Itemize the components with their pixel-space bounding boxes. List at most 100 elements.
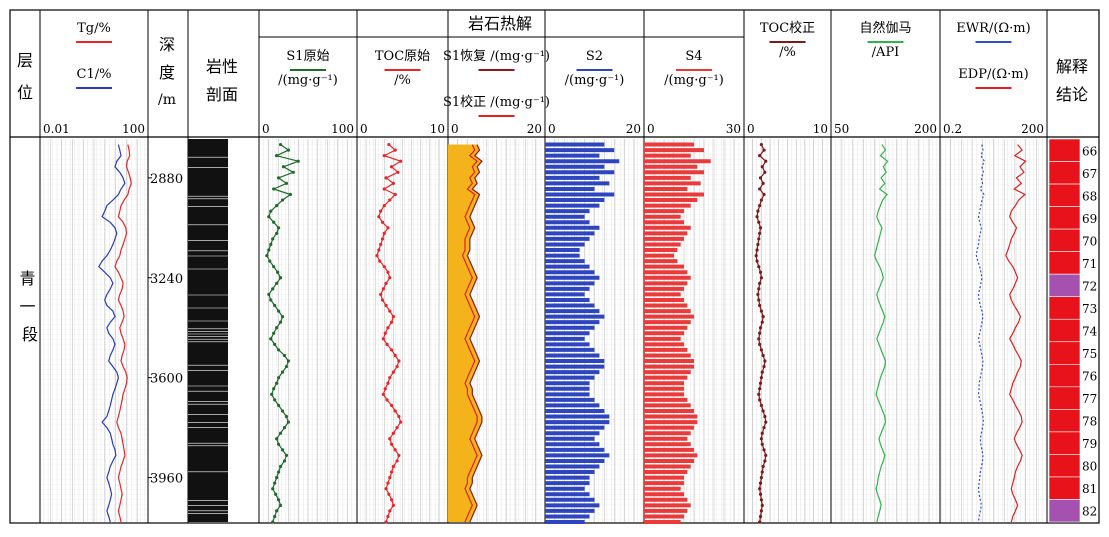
pyrolysis-group-title: 岩石热解	[468, 14, 532, 33]
point-TOC原始	[379, 209, 383, 213]
layer-number: 70	[1082, 234, 1097, 248]
layer-block	[1048, 386, 1081, 410]
point-S1原始	[276, 270, 280, 274]
point-TOC校正	[758, 492, 763, 496]
point-TOC校正	[758, 381, 763, 385]
point-S1原始	[278, 503, 283, 507]
track-tocc-label-2: /%	[779, 45, 796, 60]
formation-label: 青 一 段	[19, 269, 40, 344]
header-layer: 层 位	[17, 51, 33, 102]
layer-number: 79	[1082, 437, 1097, 451]
point-TOC校正	[758, 154, 762, 158]
layer-block	[1048, 183, 1081, 207]
point-TOC校正	[755, 259, 759, 263]
point-TOC校正	[758, 481, 763, 485]
layer-block	[1048, 138, 1081, 162]
point-TOC校正	[763, 170, 767, 174]
point-TOC原始	[389, 442, 394, 446]
point-TOC校正	[758, 326, 763, 330]
point-TOC原始	[381, 337, 385, 341]
depth-tick-label: 3960	[150, 472, 183, 487]
header-layer-2: 位	[17, 83, 33, 102]
point-TOC原始	[389, 498, 394, 502]
point-S1原始	[275, 281, 279, 285]
point-S1原始	[284, 364, 289, 369]
point-TOC校正	[763, 414, 767, 419]
point-TOC原始	[391, 464, 395, 469]
point-TOC原始	[386, 270, 390, 274]
track-tocraw-label-2: /%	[394, 73, 411, 88]
layer-number: 80	[1082, 460, 1097, 474]
s1-restored-area	[448, 144, 482, 522]
track-s4-scale-max: 30	[726, 122, 741, 136]
point-TOC校正	[759, 348, 764, 352]
point-TOC校正	[758, 187, 762, 191]
point-TOC原始	[386, 326, 390, 330]
point-TOC原始	[388, 509, 392, 513]
point-TOC原始	[377, 248, 381, 252]
point-TOC原始	[379, 292, 383, 297]
point-TOC原始	[375, 253, 379, 258]
header-lithology: 岩性 剖面	[206, 57, 238, 104]
track-tocraw-scale-max: 10	[430, 122, 445, 136]
layer-number: 82	[1082, 505, 1097, 519]
point-TOC校正	[759, 198, 764, 202]
curve-Tg	[114, 144, 132, 523]
point-S1原始	[286, 148, 290, 152]
point-TOC原始	[382, 265, 386, 269]
point-TOC校正	[760, 320, 764, 324]
layer-number: 69	[1082, 212, 1097, 226]
point-TOC原始	[395, 459, 399, 463]
point-TOC原始	[391, 181, 395, 186]
point-S1原始	[265, 253, 269, 258]
header-conclusion-1: 解释	[1056, 57, 1088, 76]
point-TOC原始	[387, 492, 391, 496]
point-TOC校正	[755, 215, 759, 219]
point-TOC校正	[761, 353, 765, 358]
point-S1原始	[280, 198, 285, 202]
point-S1原始	[277, 176, 281, 180]
log-curves	[98, 142, 1027, 524]
track-gr-label-1: 自然伽马	[859, 20, 911, 36]
layer-number: 73	[1082, 302, 1097, 316]
layer-number: 81	[1082, 482, 1097, 496]
track-gr-scale-min: 50	[834, 122, 849, 136]
point-TOC原始	[399, 420, 403, 424]
point-TOC原始	[396, 170, 400, 174]
point-S1原始	[275, 154, 279, 158]
point-S1原始	[277, 309, 281, 313]
point-S1原始	[282, 353, 287, 358]
point-S1原始	[272, 387, 276, 391]
point-S1原始	[273, 398, 277, 402]
point-TOC原始	[384, 487, 388, 491]
point-S1原始	[282, 426, 287, 430]
point-S1原始	[280, 448, 285, 452]
layer-block	[1048, 228, 1081, 252]
point-TOC原始	[384, 520, 388, 524]
layer-block	[1048, 296, 1081, 320]
point-S1原始	[288, 192, 292, 197]
point-S1原始	[284, 453, 289, 457]
point-TOC校正	[758, 398, 762, 402]
track-s2-label-1: S2	[586, 49, 603, 64]
point-TOC原始	[377, 215, 381, 219]
point-TOC原始	[386, 226, 390, 230]
point-TOC校正	[760, 470, 764, 474]
point-TOC原始	[379, 242, 383, 247]
header-conclusion: 解释 结论	[1056, 57, 1088, 104]
point-TOC校正	[757, 392, 761, 396]
track-s2-scale-max: 20	[626, 122, 641, 136]
track-tocc-scale-min: 0	[747, 122, 755, 136]
point-TOC原始	[383, 387, 387, 391]
point-S1原始	[277, 226, 281, 230]
track-s4-label-1: S4	[685, 49, 702, 64]
layer-number: 78	[1082, 415, 1097, 429]
point-TOC校正	[758, 270, 763, 274]
curve-EDP	[1005, 144, 1027, 523]
point-TOC校正	[759, 309, 764, 313]
point-TOC原始	[386, 514, 390, 519]
point-TOC校正	[761, 315, 765, 319]
point-TOC校正	[759, 437, 764, 441]
point-S1原始	[278, 464, 283, 469]
